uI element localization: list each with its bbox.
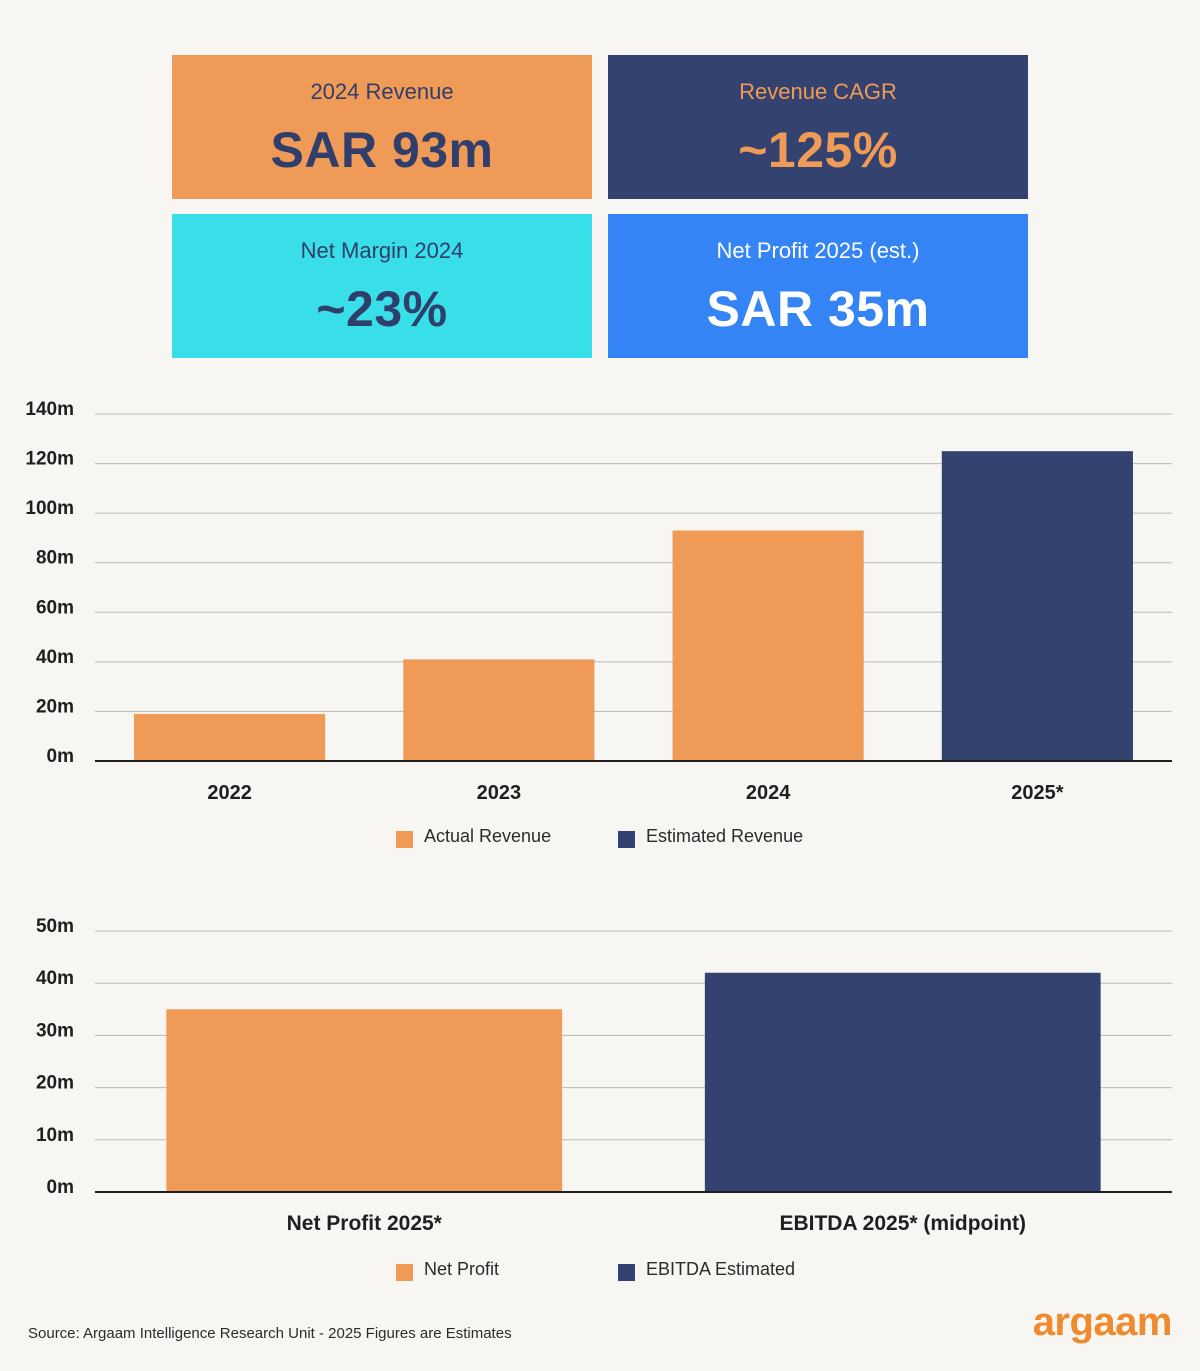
bar-2023 [403,659,595,761]
y-tick-label: 20m [36,696,74,717]
kpi-value: SAR 35m [706,281,930,337]
y-tick-label: 120m [25,449,74,470]
legend-label: Estimated Revenue [646,826,804,846]
kpi-value: ~23% [316,281,448,337]
legend-swatch [618,1264,635,1281]
legend-label: Net Profit [424,1259,500,1279]
kpi-value: ~125% [738,122,898,178]
y-tick-label: 0m [47,1177,74,1198]
y-tick-label: 20m [36,1073,74,1094]
x-tick-label: Net Profit 2025* [287,1212,443,1235]
source-note: Source: Argaam Intelligence Research Uni… [28,1325,512,1342]
bar-ebitda-2025-midpoint [704,972,1101,1192]
bar-2025 [941,451,1133,761]
legend-swatch [396,831,413,848]
y-tick-label: 140m [25,399,74,420]
y-tick-label: 100m [25,498,74,519]
x-tick-label: 2022 [207,782,252,804]
legend-label: Actual Revenue [424,826,552,846]
kpi-label: Revenue CAGR [739,79,897,104]
y-tick-label: 40m [36,968,74,989]
x-tick-label: 2024 [746,782,791,804]
kpi-card-2024-revenue: 2024 Revenue SAR 93m [172,55,592,199]
y-tick-label: 0m [47,746,74,767]
legend-label: EBITDA Estimated [646,1259,796,1279]
profit-ebitda-bar-chart: 0m 10m 20m 30m 40m 50m Net Profit 2025* EBITDA … [36,916,1172,1235]
bar-2024 [672,530,864,761]
kpi-label: Net Profit 2025 (est.) [716,238,920,263]
y-tick-label: 30m [36,1020,74,1041]
y-tick-label: 80m [36,548,74,569]
y-tick-label: 10m [36,1125,74,1146]
x-tick-label: 2025* [1011,782,1063,804]
y-tick-label: 40m [36,647,74,668]
y-tick-label: 50m [36,916,74,937]
revenue-chart-legend: Actual Revenue Estimated Revenue [0,822,1200,852]
legend-swatch [618,831,635,848]
bar-2022 [134,713,326,761]
argaam-logo: argaam [1032,1300,1173,1344]
bar-net-profit-2025 [166,1009,563,1192]
y-tick-label: 60m [36,597,74,618]
legend-swatch [396,1264,413,1281]
kpi-card-net-profit-2025: Net Profit 2025 (est.) SAR 35m [608,214,1028,358]
kpi-card-net-margin: Net Margin 2024 ~23% [172,214,592,358]
kpi-label: 2024 Revenue [310,79,454,104]
revenue-bar-chart: 0m 20m 40m 60m 80m 100m 120m 140m 2022 2023 2024 20… [25,399,1172,804]
profit-chart-legend: Net Profit EBITDA Estimated [0,1255,1200,1285]
kpi-value: SAR 93m [270,122,494,178]
kpi-card-revenue-cagr: Revenue CAGR ~125% [608,55,1028,199]
kpi-label: Net Margin 2024 [300,238,464,263]
x-tick-label: 2023 [477,782,522,804]
x-tick-label: EBITDA 2025* (midpoint) [779,1212,1026,1235]
